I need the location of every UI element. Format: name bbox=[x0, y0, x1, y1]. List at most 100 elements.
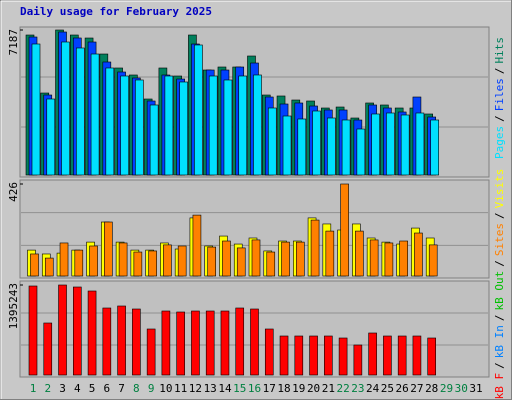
x-tick-label: 6 bbox=[104, 382, 111, 395]
bar bbox=[340, 183, 349, 277]
bar bbox=[338, 337, 348, 376]
bar bbox=[73, 286, 82, 376]
bar bbox=[104, 221, 113, 277]
x-tick-label: 15 bbox=[233, 382, 246, 395]
bar bbox=[30, 253, 39, 277]
x-tick-label: 19 bbox=[292, 382, 305, 395]
bar bbox=[179, 81, 188, 176]
legend-entry: kB Out bbox=[493, 271, 506, 311]
bar bbox=[161, 310, 171, 376]
bar bbox=[220, 310, 230, 376]
bar bbox=[76, 47, 85, 176]
x-tick-label: 4 bbox=[74, 382, 81, 395]
bar bbox=[399, 240, 408, 277]
bar bbox=[61, 41, 70, 176]
legend: Pages / Files / Hits bbox=[493, 37, 506, 159]
bar bbox=[31, 43, 41, 176]
bar bbox=[412, 335, 422, 376]
x-tick-label: 5 bbox=[89, 382, 96, 395]
bar bbox=[353, 344, 363, 376]
legend-entry: Files bbox=[493, 78, 506, 111]
bar bbox=[87, 290, 97, 376]
y-tick-label: 1395243 bbox=[7, 283, 20, 329]
x-tick-label: 20 bbox=[307, 382, 320, 395]
bar bbox=[427, 337, 437, 376]
bar bbox=[146, 328, 156, 376]
x-tick-label: 31 bbox=[469, 382, 482, 395]
x-tick-label: 7 bbox=[118, 382, 125, 395]
bar bbox=[90, 53, 100, 176]
x-tick-label: 26 bbox=[396, 382, 409, 395]
bar bbox=[294, 335, 304, 376]
bar bbox=[356, 128, 366, 176]
bar bbox=[355, 230, 364, 277]
legend-separator: / bbox=[493, 115, 506, 122]
legend-separator: / bbox=[493, 260, 506, 267]
x-tick-label: 3 bbox=[59, 382, 66, 395]
x-tick-label: 28 bbox=[425, 382, 438, 395]
bar bbox=[238, 75, 248, 176]
legend-entry: kB In bbox=[493, 325, 506, 358]
bar bbox=[281, 241, 290, 277]
bar bbox=[297, 118, 307, 176]
bar bbox=[118, 242, 128, 277]
x-tick-label: 14 bbox=[218, 382, 232, 395]
bar bbox=[176, 311, 185, 376]
bar bbox=[253, 74, 262, 176]
x-tick-label: 21 bbox=[322, 382, 335, 395]
bar bbox=[369, 239, 379, 277]
bar bbox=[105, 67, 115, 176]
bar bbox=[312, 110, 321, 176]
x-tick-label: 11 bbox=[174, 382, 187, 395]
bar bbox=[397, 335, 407, 376]
x-tick-label: 10 bbox=[159, 382, 172, 395]
bar bbox=[28, 285, 38, 376]
legend-entry: Sites bbox=[493, 223, 506, 256]
bar bbox=[58, 284, 67, 376]
bar bbox=[117, 305, 126, 376]
bar bbox=[310, 219, 320, 277]
x-tick-label: 2 bbox=[44, 382, 51, 395]
x-tick-label: 1 bbox=[30, 382, 37, 395]
bar bbox=[428, 244, 438, 277]
bar bbox=[205, 310, 215, 376]
bar bbox=[74, 249, 84, 277]
bar bbox=[415, 112, 425, 176]
bar bbox=[251, 239, 261, 277]
y-tick-label: 7187 bbox=[7, 29, 20, 56]
bar bbox=[295, 241, 305, 277]
bar bbox=[163, 244, 172, 277]
bar bbox=[282, 115, 292, 176]
bar bbox=[400, 114, 410, 176]
bar bbox=[149, 104, 159, 176]
x-tick-label: 25 bbox=[381, 382, 394, 395]
bar bbox=[309, 335, 318, 376]
bar bbox=[44, 257, 54, 277]
x-tick-label: 23 bbox=[351, 382, 364, 395]
bar bbox=[164, 75, 174, 176]
x-tick-label: 16 bbox=[248, 382, 261, 395]
bar bbox=[236, 247, 246, 277]
bar bbox=[235, 307, 245, 376]
bar bbox=[194, 44, 203, 176]
bar bbox=[133, 251, 143, 277]
x-tick-label: 18 bbox=[277, 382, 290, 395]
x-tick-label: 8 bbox=[133, 382, 140, 395]
x-tick-label: 17 bbox=[263, 382, 276, 395]
x-tick-label: 30 bbox=[455, 382, 468, 395]
bar bbox=[368, 332, 377, 376]
bar bbox=[135, 79, 144, 176]
bar bbox=[120, 75, 129, 176]
bar bbox=[207, 246, 216, 277]
bar bbox=[384, 242, 394, 277]
bar bbox=[43, 322, 53, 376]
x-tick-label: 9 bbox=[148, 382, 155, 395]
x-tick-label: 29 bbox=[440, 382, 453, 395]
bar bbox=[327, 117, 336, 176]
bar bbox=[132, 308, 141, 376]
legend-entry: Pages bbox=[493, 126, 506, 159]
bar bbox=[341, 119, 351, 176]
bar bbox=[89, 245, 98, 277]
bar bbox=[266, 251, 276, 277]
bar bbox=[267, 107, 277, 176]
